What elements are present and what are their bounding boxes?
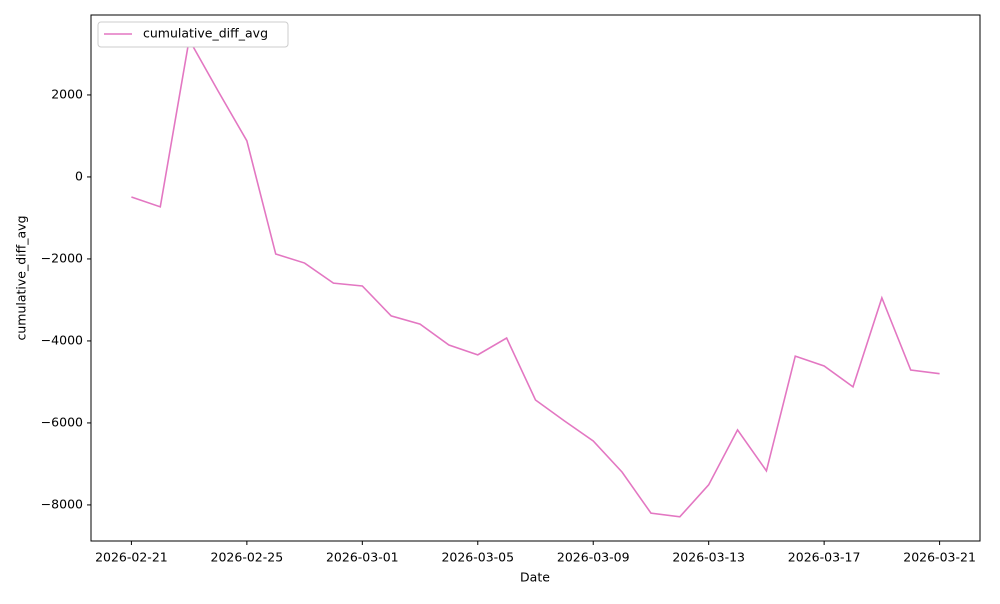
x-tick-label: 2026-03-01 [326,550,399,565]
x-tick-label: 2026-03-05 [441,550,514,565]
x-tick-label: 2026-03-17 [788,550,861,565]
x-tick-label: 2026-02-21 [95,550,168,565]
y-axis-label: cumulative_diff_avg [14,216,29,341]
y-tick-label: −2000 [41,250,83,265]
x-tick-label: 2026-03-09 [557,550,630,565]
x-tick-label: 2026-02-25 [211,550,284,565]
y-tick-label: −8000 [41,496,83,511]
y-tick-label: −4000 [41,332,83,347]
legend-label: cumulative_diff_avg [143,26,268,41]
x-axis-label: Date [520,570,550,585]
y-tick-label: 0 [75,168,83,183]
legend-box [97,21,289,48]
y-tick-label: −6000 [41,414,83,429]
y-tick-label: 2000 [51,86,83,101]
x-tick-label: 2026-03-13 [672,550,745,565]
plot-frame [90,14,981,542]
data-line [131,37,940,518]
x-tick-label: 2026-03-21 [903,550,976,565]
